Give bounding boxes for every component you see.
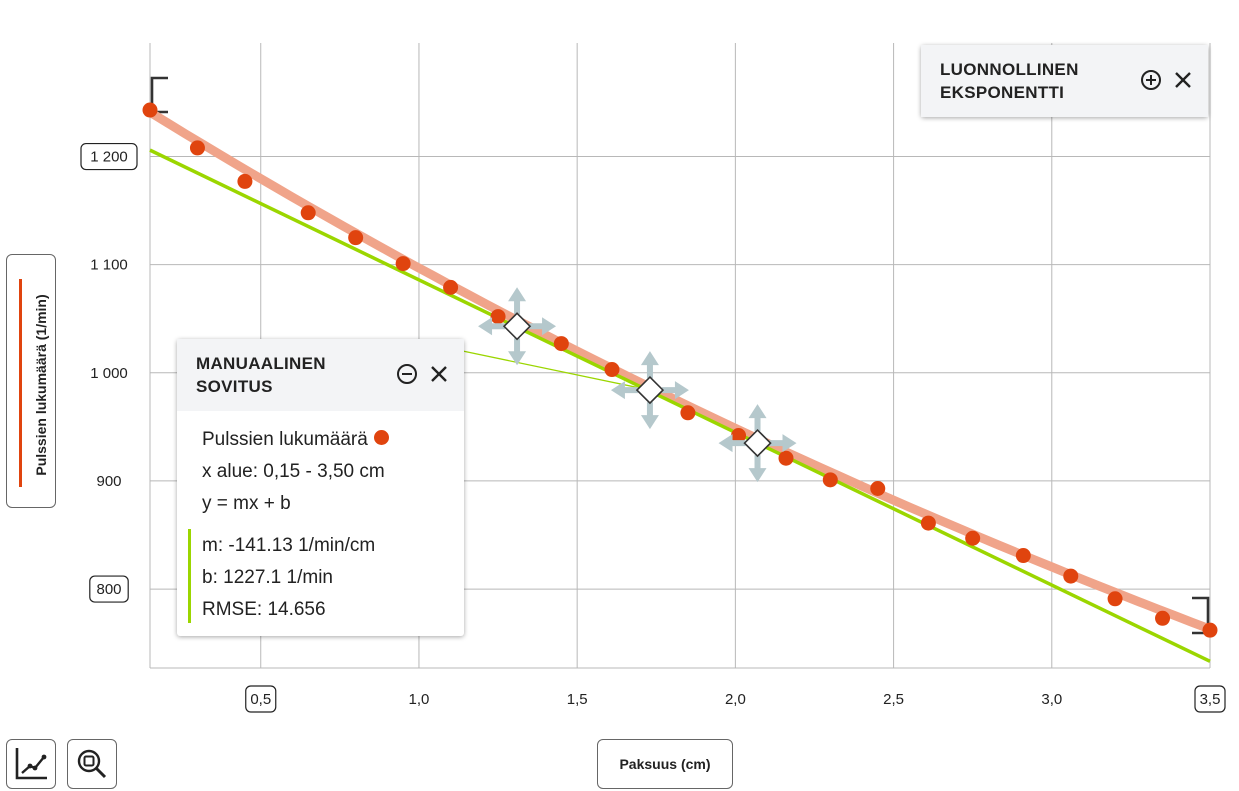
chart-grid [149,43,1211,669]
data-point [300,205,316,221]
fit-x-range: x alue: 0,15 - 3,50 cm [202,461,385,482]
fit-accent-bar [188,529,191,623]
move-arrow-icon [640,351,659,379]
line-chart-icon [15,748,47,780]
close-icon [1175,72,1191,88]
series-marker [373,430,389,446]
move-arrow-icon [748,455,767,483]
move-arrow-icon [529,317,557,336]
fit-rmse-value: RMSE: 14.656 [202,599,326,620]
diamond-handle-icon [635,375,665,405]
close-manual-button[interactable] [427,362,451,386]
data-point [1015,548,1031,564]
move-arrow-icon [661,381,689,400]
x-axis-selector[interactable]: Paksuus (cm) [597,739,733,789]
zoom-fit-icon [77,749,107,779]
x-tick-label: 1,0 [409,691,430,708]
fit-curves [145,107,1215,663]
manual-fit-title: MANUAALINEN SOVITUS [196,354,326,396]
y-axis-label: Pulssien lukumäärä (1/min) [33,294,49,476]
move-arrow-icon [508,287,527,315]
data-point [731,428,747,444]
data-point [870,481,886,497]
plus-circle-icon [1141,70,1161,90]
y-tick-box [89,575,129,603]
x-tick-label: 3,5 [1200,691,1221,708]
x-range-end-bracket [1192,596,1210,635]
close-icon [431,366,447,382]
collapse-fit-button[interactable] [395,362,419,386]
y-tick-label: 1 200 [90,149,128,166]
range-brackets[interactable] [150,76,1210,635]
fit-handle[interactable] [718,404,797,483]
y-tick-label: 800 [96,581,121,598]
y-tick-label: 1 000 [90,365,128,382]
fit-description: Pulssien lukumäärä x alue: 0,15 - 3,50 c… [202,424,389,520]
data-point [490,309,506,325]
x-tick-box [1194,685,1226,713]
x-tick-label: 0,5 [250,691,271,708]
data-point [1063,568,1079,584]
fit-b-value: b: 1227.1 1/min [202,567,333,588]
diamond-handle-icon [502,312,532,341]
data-point [1155,610,1171,626]
fit-series-name: Pulssien lukumäärä [202,429,368,450]
data-point [1107,591,1123,607]
exponential-fit-curve [145,107,1215,634]
data-point [553,336,569,352]
linear-fit-line [149,148,1211,663]
data-point [189,140,205,156]
data-point [604,362,620,378]
fit-handles[interactable] [478,287,797,483]
move-arrow-icon [769,434,797,453]
data-point [142,102,158,118]
graph-tools-button[interactable] [6,739,56,789]
diamond-handle-icon [743,428,772,458]
exponential-fit-title: LUONNOLLINEN EKSPONENTTI [940,60,1079,102]
data-point [1202,622,1218,638]
move-arrow-icon [718,434,746,453]
minus-circle-icon [397,364,417,384]
data-point [680,405,696,421]
data-point [822,472,838,488]
data-point [395,256,411,272]
move-arrow-icon [610,381,638,400]
fit-handle[interactable] [478,287,557,366]
data-point [965,530,981,546]
manual-fit-card: MANUAALINEN SOVITUS Pulssien lukumäärä x… [177,339,464,636]
fit-parameters: m: -141.13 1/min/cm b: 1227.1 1/min RMSE… [202,530,375,626]
series-color-swatch [19,279,22,487]
move-arrow-icon [640,402,659,430]
data-points [142,102,1218,638]
fit-handle[interactable] [610,351,689,430]
data-point [348,230,364,246]
move-arrow-icon [748,404,767,432]
data-point [443,279,459,295]
add-fit-button[interactable] [1139,68,1163,92]
zoom-fit-button[interactable] [67,739,117,789]
x-tick-label: 2,0 [725,691,746,708]
x-tick-label: 1,5 [567,691,588,708]
data-point [778,450,794,466]
x-tick-label: 2,5 [883,691,904,708]
y-axis-selector[interactable]: Pulssien lukumäärä (1/min) [6,254,56,508]
x-tick-box [245,685,277,713]
x-axis-label: Paksuus (cm) [619,756,711,772]
fit-leader-line [463,350,651,391]
x-tick-label: 3,0 [1041,691,1062,708]
y-tick-box [80,142,138,171]
fit-formula: y = mx + b [202,493,291,514]
data-point [920,515,936,531]
fit-m-value: m: -141.13 1/min/cm [202,535,376,556]
move-arrow-icon [478,317,506,336]
move-arrow-icon [508,338,527,366]
exponential-fit-card: LUONNOLLINEN EKSPONENTTI [921,45,1208,117]
y-tick-label: 900 [96,473,121,490]
close-exponential-button[interactable] [1171,68,1195,92]
data-point [237,173,253,189]
x-range-start-bracket [150,76,168,114]
axis-ticks: 0,5 1,0 1,5 2,0 2,5 3,0 3,5 800 900 1 000 1 100 1 2… [80,142,1226,713]
y-tick-label: 1 100 [90,257,128,274]
